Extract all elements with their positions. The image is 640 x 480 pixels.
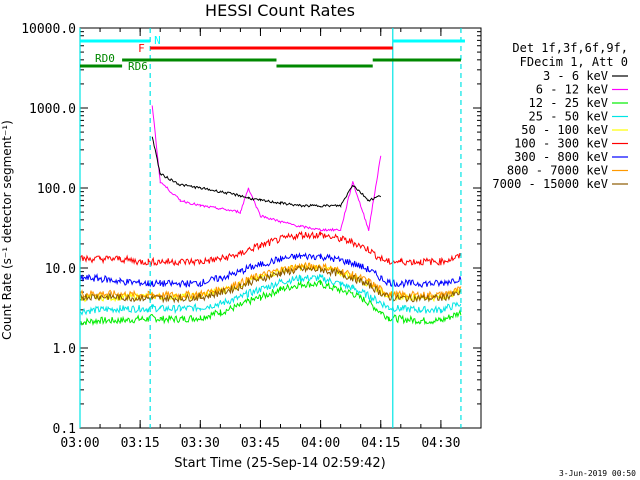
series-line-3 (79, 273, 462, 316)
footer-date: 3-Jun-2019 00:50 (559, 469, 636, 478)
x-tick-label: 03:15 (121, 436, 160, 451)
legend-entry-label: 3 - 6 keV (543, 69, 608, 83)
legend-entry-label: 50 - 100 keV (521, 123, 608, 137)
y-tick-label: 1000.0 (29, 102, 76, 117)
flag-label-RD0: RD0 (95, 52, 115, 65)
x-tick-label: 03:30 (181, 436, 220, 451)
legend-entry-label: 800 - 7000 keV (507, 164, 608, 178)
legend-entry-label: 12 - 25 keV (529, 96, 608, 110)
series-line-5 (79, 230, 462, 267)
series-line-0 (151, 136, 382, 208)
x-tick-label: 04:30 (421, 436, 460, 451)
chart-title: HESSI Count Rates (205, 1, 355, 20)
series-line-2 (79, 279, 462, 327)
x-tick-label: 03:45 (241, 436, 280, 451)
flag-label-F: F (138, 42, 145, 55)
legend-entry-label: 300 - 800 keV (514, 150, 608, 164)
flag-label-N: N (154, 34, 161, 47)
y-tick-label: 1.0 (53, 342, 76, 357)
x-tick-label: 04:15 (361, 436, 400, 451)
x-axis-label: Start Time (25-Sep-14 02:59:42) (174, 456, 385, 471)
x-tick-label: 03:00 (60, 436, 99, 451)
series-line-6 (79, 252, 462, 289)
legend-entry-label: 7000 - 15000 keV (492, 177, 608, 191)
legend-header: Det 1f,3f,6f,9f, (512, 41, 628, 55)
y-tick-label: 100.0 (37, 182, 76, 197)
series-line-1 (151, 105, 382, 232)
legend-header: FDecim 1, Att 0 (520, 55, 628, 69)
legend-entry-label: 6 - 12 keV (536, 83, 608, 97)
y-tick-label: 10000.0 (21, 22, 76, 37)
legend-entry-label: 25 - 50 keV (529, 110, 608, 124)
flag-label-RD6: RD6 (128, 60, 148, 73)
plot-frame (79, 27, 482, 429)
legend: Det 1f,3f,6f,9f,FDecim 1, Att 03 - 6 keV… (492, 41, 628, 191)
plot-area: 03:00 03:15 03:30 03:45 04:00 04:15 04:30 0.1 1.… (21, 22, 482, 451)
y-tick-label: 10.0 (45, 262, 76, 277)
series-line-7 (79, 261, 462, 300)
series-line-8 (79, 264, 462, 304)
x-tick-label: 04:00 (301, 436, 340, 451)
legend-entry-label: 100 - 300 keV (514, 137, 608, 151)
y-axis-label: Count Rate (s⁻¹ detector segment⁻¹) (0, 120, 14, 340)
y-tick-label: 0.1 (53, 422, 76, 437)
